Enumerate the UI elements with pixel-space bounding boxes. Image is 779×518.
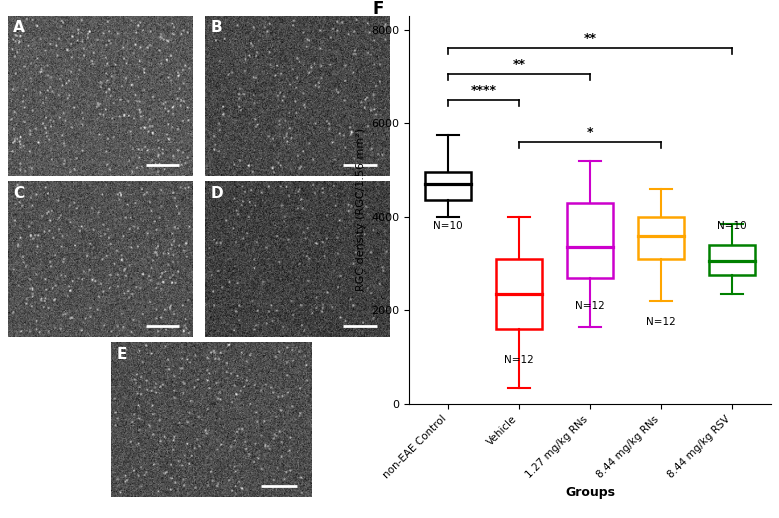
Bar: [710, 245, 755, 276]
Text: E: E: [117, 347, 128, 362]
Text: *: *: [587, 126, 594, 139]
Text: N=12: N=12: [504, 355, 534, 365]
Text: **: **: [513, 58, 526, 71]
Text: **: **: [583, 33, 597, 46]
Bar: [496, 259, 541, 329]
Text: C: C: [13, 186, 24, 201]
Text: N=10: N=10: [433, 222, 463, 232]
Bar: [425, 172, 471, 200]
Text: A: A: [13, 20, 25, 35]
Text: D: D: [210, 186, 223, 201]
Text: N=10: N=10: [717, 221, 747, 231]
X-axis label: Groups: Groups: [565, 486, 615, 499]
Y-axis label: RGC density (RGC/1.56 mm²): RGC density (RGC/1.56 mm²): [355, 128, 365, 291]
Text: B: B: [210, 20, 222, 35]
Text: N=12: N=12: [647, 318, 676, 327]
Text: F: F: [372, 0, 384, 18]
Text: N=12: N=12: [575, 301, 605, 311]
Bar: [567, 203, 613, 278]
Bar: [639, 217, 684, 259]
Text: ****: ****: [471, 84, 496, 97]
